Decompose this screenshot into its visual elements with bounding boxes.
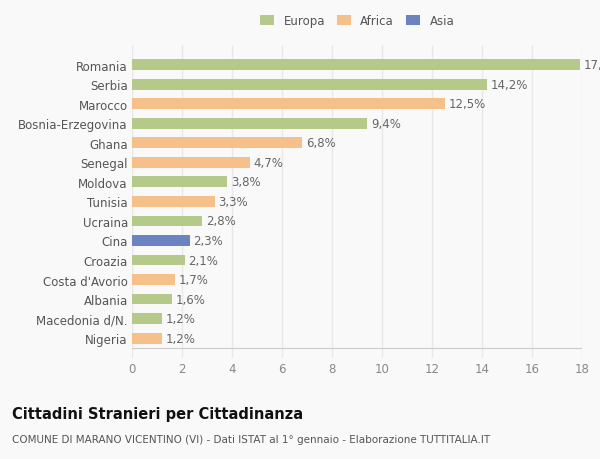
Bar	[132, 274, 175, 285]
Text: 2,1%: 2,1%	[188, 254, 218, 267]
Bar	[132, 313, 162, 325]
Text: 9,4%: 9,4%	[371, 118, 401, 130]
Text: 12,5%: 12,5%	[448, 98, 485, 111]
Bar	[132, 235, 190, 246]
Text: 2,8%: 2,8%	[206, 215, 235, 228]
Text: 3,3%: 3,3%	[218, 196, 248, 208]
Text: 3,8%: 3,8%	[231, 176, 260, 189]
Bar	[132, 177, 227, 188]
Text: 1,2%: 1,2%	[166, 332, 196, 345]
Legend: Europa, Africa, Asia: Europa, Africa, Asia	[256, 11, 458, 31]
Text: 1,2%: 1,2%	[166, 313, 196, 325]
Bar	[132, 196, 215, 207]
Text: 1,6%: 1,6%	[176, 293, 206, 306]
Text: 4,7%: 4,7%	[253, 157, 283, 169]
Text: 14,2%: 14,2%	[491, 78, 528, 91]
Text: 6,8%: 6,8%	[306, 137, 335, 150]
Bar	[132, 216, 202, 227]
Text: 1,7%: 1,7%	[178, 274, 208, 286]
Bar	[132, 157, 250, 168]
Bar	[132, 255, 185, 266]
Bar	[132, 99, 445, 110]
Bar	[132, 118, 367, 129]
Bar	[132, 79, 487, 90]
Bar	[132, 333, 162, 344]
Text: Cittadini Stranieri per Cittadinanza: Cittadini Stranieri per Cittadinanza	[12, 406, 303, 421]
Bar	[132, 60, 580, 71]
Bar	[132, 138, 302, 149]
Text: COMUNE DI MARANO VICENTINO (VI) - Dati ISTAT al 1° gennaio - Elaborazione TUTTIT: COMUNE DI MARANO VICENTINO (VI) - Dati I…	[12, 434, 490, 444]
Text: 17,9%: 17,9%	[583, 59, 600, 72]
Bar	[132, 294, 172, 305]
Text: 2,3%: 2,3%	[193, 235, 223, 247]
